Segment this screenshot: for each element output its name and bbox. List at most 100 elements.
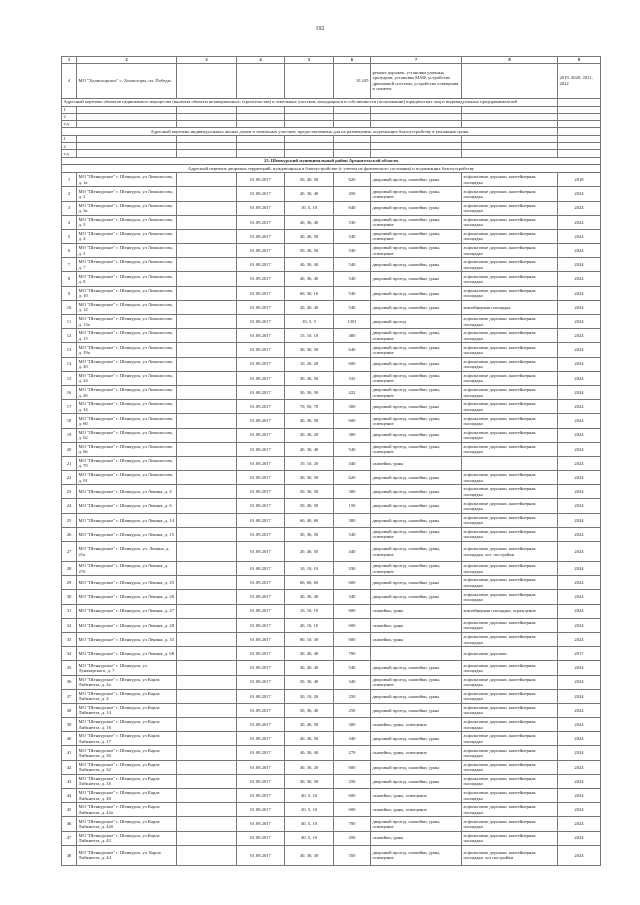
year-cell: 2024 [557, 717, 601, 733]
address-list-table: 1 2 3 4 5 6 7 8 9 4 МО "Холмогорское" с.… [61, 56, 601, 866]
empty-cell [557, 119, 601, 129]
row-number: 34 [61, 646, 77, 662]
works-cell: дворовый проезд, скамейки, урны [370, 200, 462, 216]
row-number: 25 [61, 512, 77, 528]
dimensions-cell: 40, 5, 10 [284, 787, 334, 804]
section-b-title: Адресный перечень индивидуальных жилых д… [61, 127, 558, 137]
additional-works-cell: асфальтовые дорожки, контейнерная площад… [461, 802, 558, 818]
empty-cell [236, 135, 285, 144]
area-cell: 300 [333, 399, 371, 415]
inventory-date-cell: 01.08.2017 [236, 816, 285, 832]
year-cell: 2024 [557, 356, 601, 372]
empty-cell [370, 142, 462, 151]
area-cell: 440 [333, 541, 371, 562]
works-cell: дворовый проезд, скамейки, урны, освещен… [370, 526, 462, 543]
additional-works-cell: асфальтовые дорожки, контейнерная площад… [461, 617, 558, 633]
empty-cell [557, 112, 601, 121]
row-number: 1 [61, 135, 77, 144]
table-row: 21 МО "Шенкурское" г. Шенкурск, ул Ломоно… [61, 455, 601, 472]
inventory-date-cell: 01.08.2017 [236, 759, 285, 775]
year-cell: 2024 [557, 702, 601, 719]
works-cell: скамейки, урны [370, 830, 462, 846]
table-row: 12 МО "Шенкурское" г. Шенкурск, ул Ломоно… [61, 328, 601, 344]
table-row: 1 МО "Шенкурское" г. Шенкурск, ул Ломонос… [61, 172, 601, 188]
additional-works-cell: асфальтовые дорожки, контейнерная площад… [461, 541, 558, 562]
cadastral-cell [176, 186, 237, 202]
inventory-date-cell: 01.08.2017 [236, 370, 285, 386]
year-cell: 2024 [557, 441, 601, 457]
year-cell: 2024 [557, 384, 601, 401]
address-cell: МО "Шенкурское" г. Шенкурск, ул Ломоносо… [76, 243, 177, 259]
dimensions-cell: 50, 30, 50 [284, 243, 334, 259]
empty-cell [236, 105, 285, 114]
additional-works-cell: контейнерная площадка, ограждение [461, 603, 558, 619]
cadastral-cell [176, 172, 237, 188]
area-cell: 620 [333, 470, 371, 486]
row-number: 35 [61, 660, 77, 676]
area-cell: 150 [333, 498, 371, 514]
dimensions-cell: 50, 30, 40 [284, 674, 334, 690]
inventory-date-cell: 01.08.2017 [236, 773, 285, 790]
dimensions-cell: 40, 40, 40 [284, 660, 334, 676]
inventory-date-cell: 01.08.2017 [236, 498, 285, 514]
area-cell: 422 [333, 384, 371, 401]
address-cell: МО "Шенкурское" г. Шенкурск, ул Ломоносо… [76, 228, 177, 245]
table-row: 29 МО "Шенкурское" г. Шенкурск, ул Ленина… [61, 575, 601, 591]
area-cell: 640 [333, 342, 371, 358]
year-cell: 2024 [557, 660, 601, 676]
row-number: 31 [61, 603, 77, 619]
works-cell: дворовый проезд, скамейки, урны, освещен… [370, 441, 462, 457]
works-cell: дворовый проезд, скамейки, урны [370, 356, 462, 372]
year-cell: 2024 [557, 342, 601, 358]
area-cell: 250 [333, 773, 371, 790]
address-cell: МО "Шенкурское" г. Шенкурск, ул Ломоносо… [76, 342, 177, 358]
additional-works-cell: асфальтовые дорожки [461, 646, 558, 662]
cadastral-cell [176, 541, 237, 562]
area-cell: 300 [333, 717, 371, 733]
year-cell: 2024 [557, 802, 601, 818]
inventory-date-cell: 01.08.2017 [236, 844, 285, 866]
works-cell: скамейки, урны [370, 617, 462, 633]
works-cell: дворовый проезд, скамейки, урны [370, 172, 462, 188]
additional-works-cell: асфальтовые дорожки, контейнерная площад… [461, 313, 558, 330]
address-cell: МО "Шенкурское" г. Шенкурск, ул Луначарс… [76, 660, 177, 676]
inventory-date-cell: 01.08.2017 [236, 243, 285, 259]
cadastral-cell [176, 285, 237, 301]
table-row: 5 МО "Шенкурское" г. Шенкурск, ул Ломонос… [61, 228, 601, 245]
cadastral-cell [176, 745, 237, 761]
address-cell: МО "Шенкурское" г. Шенкурск, ул Карла Ли… [76, 688, 177, 704]
year-cell: 2024 [557, 399, 601, 415]
works-cell: дворовый проезд [370, 313, 462, 330]
additional-works-cell: асфальтовые дорожки, контейнерная площад… [461, 702, 558, 719]
year-cell: 2024 [557, 731, 601, 747]
empty-cell [284, 112, 334, 121]
year-cell: 2024 [557, 271, 601, 287]
additional-works-cell: асфальтовые дорожки, контейнерная площад… [461, 328, 558, 344]
table-row: 3 МО "Шенкурское" г. Шенкурск, ул Ломонос… [61, 200, 601, 216]
cadastral-cell [176, 617, 237, 633]
inventory-date-cell: 01.08.2017 [236, 384, 285, 401]
row-number: 29 [61, 575, 77, 591]
table-row: 26 МО "Шенкурское" г. Шенкурск, ул Ленина… [61, 526, 601, 543]
year-cell: 2024 [557, 299, 601, 316]
cadastral-cell [176, 603, 237, 619]
row-number: 18 [61, 413, 77, 429]
inventory-date-cell: 01.08.2017 [236, 830, 285, 846]
area-cell: 340 [333, 674, 371, 690]
dimensions-cell: 10, 5, 10 [284, 200, 334, 216]
empty-cell [76, 119, 177, 129]
row-number: 39 [61, 717, 77, 733]
table-row: 41 МО "Шенкурское" г. Шенкурск, ул Карла … [61, 745, 601, 761]
cadastral-cell [176, 384, 237, 401]
cadastral-cell [176, 787, 237, 804]
section-a-title: Адресный перечень объектов недвижимого и… [61, 97, 558, 107]
additional-works-cell: асфальтовые дорожки, контейнерная площад… [461, 512, 558, 528]
empty-cell [76, 135, 177, 144]
inventory-date-cell: 01.08.2017 [236, 526, 285, 543]
year-cell: 2024 [557, 560, 601, 577]
cadastral-cell [176, 243, 237, 259]
dimensions-cell: 20, 10, 20 [284, 688, 334, 704]
works-cell [370, 646, 462, 662]
address-cell: МО "Шенкурское" г. Шенкурск, ул Ленина, … [76, 646, 177, 662]
area-cell: 530 [333, 214, 371, 230]
